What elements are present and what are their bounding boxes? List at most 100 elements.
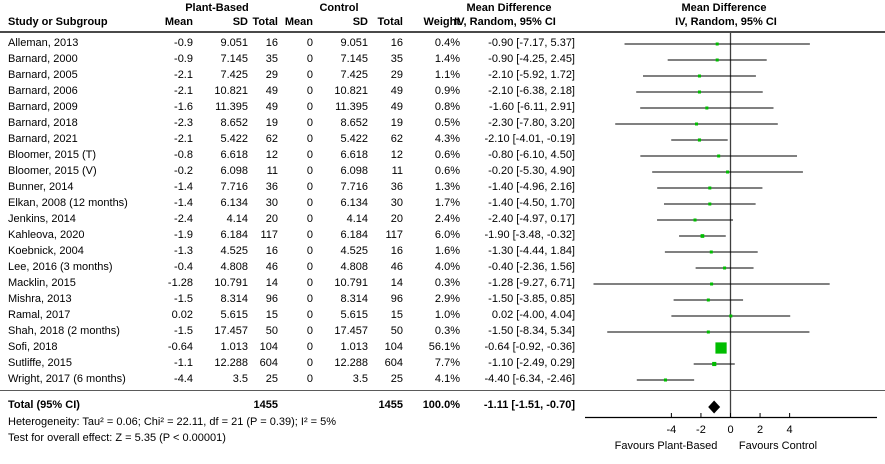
treatment-total: 96	[265, 293, 278, 305]
treatment-mean: -1.5	[174, 293, 193, 305]
treatment-total: 30	[265, 197, 278, 209]
study-name: Kahleova, 2020	[8, 229, 85, 241]
control-total: 12	[390, 149, 403, 161]
treatment-total: 36	[265, 181, 278, 193]
study-name: Bloomer, 2015 (T)	[8, 149, 97, 161]
table-row: Sutliffe, 2015 -1.1 12.288 604 0 12.288 604 7.7…	[0, 356, 885, 372]
treatment-sd: 12.288	[214, 357, 248, 369]
effect-square	[717, 154, 721, 158]
effect-square	[712, 361, 717, 367]
treatment-total: 62	[265, 133, 278, 145]
tick-label: 4	[787, 424, 793, 436]
control-sd: 5.615	[340, 309, 368, 321]
total-control-n: 1455	[378, 399, 403, 411]
study-weight: 1.6%	[434, 245, 460, 257]
tick-label: 2	[757, 424, 763, 436]
study-weight: 0.5%	[434, 117, 460, 129]
treatment-mean: -1.9	[174, 229, 193, 241]
table-row: Sofi, 2018 -0.64 1.013 104 0 1.013 104 56.1% -0.…	[0, 340, 885, 356]
treatment-sd: 6.134	[220, 197, 248, 209]
treatment-sd: 5.422	[220, 133, 248, 145]
treatment-total: 29	[265, 69, 278, 81]
study-name: Ramal, 2017	[8, 309, 71, 321]
study-name: Alleman, 2013	[8, 37, 79, 49]
study-column-header: Study or Subgroup	[8, 16, 108, 28]
table-row: Barnard, 2021 -2.1 5.422 62 0 5.422 62 4.3% -2.1…	[0, 132, 885, 148]
treatment-total: 14	[265, 277, 278, 289]
control-mean: 0	[306, 197, 313, 209]
control-mean: 0	[306, 133, 313, 145]
control-total: 16	[390, 245, 403, 257]
effect-square	[697, 90, 701, 94]
control-total: 29	[390, 69, 403, 81]
table-row: Shah, 2018 (2 months) -1.5 17.457 50 0 17.457…	[0, 324, 885, 340]
control-sd: 10.791	[334, 277, 368, 289]
control-sd: 9.051	[340, 37, 368, 49]
treatment-mean: -4.4	[174, 373, 193, 385]
study-md-ci: -1.40 [-4.96, 2.16]	[488, 181, 575, 193]
control-total: 36	[390, 181, 403, 193]
treatment-mean: -0.8	[174, 149, 193, 161]
effect-square	[697, 138, 702, 142]
treatment-total: 49	[265, 85, 278, 97]
effect-square	[726, 170, 730, 174]
total-divider	[0, 390, 885, 391]
treatment-sd: 8.652	[220, 117, 248, 129]
treatment-mean: -2.1	[174, 133, 193, 145]
effect-square	[663, 378, 667, 382]
control-sd: 12.288	[334, 357, 368, 369]
control-mean: 0	[306, 261, 313, 273]
treatment-mean: -2.1	[174, 69, 193, 81]
effect-square	[700, 234, 705, 238]
table-row: Jenkins, 2014 -2.4 4.14 20 0 4.14 20 2.4% -2.40 …	[0, 212, 885, 228]
treatment-sd: 6.618	[220, 149, 248, 161]
control-sd: 10.821	[334, 85, 368, 97]
treatment-mean: -1.1	[174, 357, 193, 369]
control-mean: 0	[306, 245, 313, 257]
treatment-mean: -1.4	[174, 181, 193, 193]
study-name: Sofi, 2018	[8, 341, 58, 353]
control-mean: 0	[306, 85, 313, 97]
treatment-sd: 4.14	[226, 213, 248, 225]
study-weight: 0.4%	[434, 37, 460, 49]
control-mean: 0	[306, 341, 313, 353]
effect-square	[723, 266, 727, 270]
study-md-ci: -2.10 [-4.01, -0.19]	[484, 133, 576, 145]
treatment-mean: -0.4	[174, 261, 193, 273]
study-md-ci: -0.64 [-0.92, -0.36]	[484, 341, 576, 353]
heterogeneity-stats: Heterogeneity: Tau² = 0.06; Chi² = 22.11…	[8, 416, 337, 428]
study-name: Koebnick, 2004	[8, 245, 84, 257]
treatment-total: 50	[265, 325, 278, 337]
treatment-sd: 4.808	[220, 261, 248, 273]
control-mean: 0	[306, 69, 313, 81]
control-total: 49	[390, 85, 403, 97]
treatment-sd: 1.013	[220, 341, 248, 353]
study-weight: 2.4%	[434, 213, 460, 225]
effect-square	[710, 282, 714, 286]
study-name: Shah, 2018 (2 months)	[8, 325, 120, 337]
treatment-total: 35	[265, 53, 278, 65]
tick-label: 0	[727, 424, 733, 436]
control-total: 19	[390, 117, 403, 129]
control-mean: 0	[306, 213, 313, 225]
control-total: 25	[390, 373, 403, 385]
control-total: 11	[391, 165, 403, 177]
control-mean: 0	[306, 37, 313, 49]
study-md-ci: -1.50 [-3.85, 0.85]	[488, 293, 575, 305]
treatment-total: 25	[265, 373, 278, 385]
study-md-ci: -2.40 [-4.97, 0.17]	[488, 213, 575, 225]
study-md-ci: -1.50 [-8.34, 5.34]	[488, 325, 575, 337]
table-row: Mishra, 2013 -1.5 8.314 96 0 8.314 96 2.9% -1.50…	[0, 292, 885, 308]
study-name: Barnard, 2021	[8, 133, 78, 145]
study-md-ci: -1.40 [-4.50, 1.70]	[488, 197, 575, 209]
total-weight: 100.0%	[422, 399, 460, 411]
control-mean: 0	[306, 53, 313, 65]
effect-square	[706, 330, 710, 334]
effect-square	[715, 58, 719, 62]
study-name: Barnard, 2005	[8, 69, 78, 81]
treatment-total: 104	[259, 341, 278, 353]
study-name: Macklin, 2015	[8, 277, 76, 289]
study-name: Mishra, 2013	[8, 293, 72, 305]
tick-label: -4	[666, 424, 676, 436]
